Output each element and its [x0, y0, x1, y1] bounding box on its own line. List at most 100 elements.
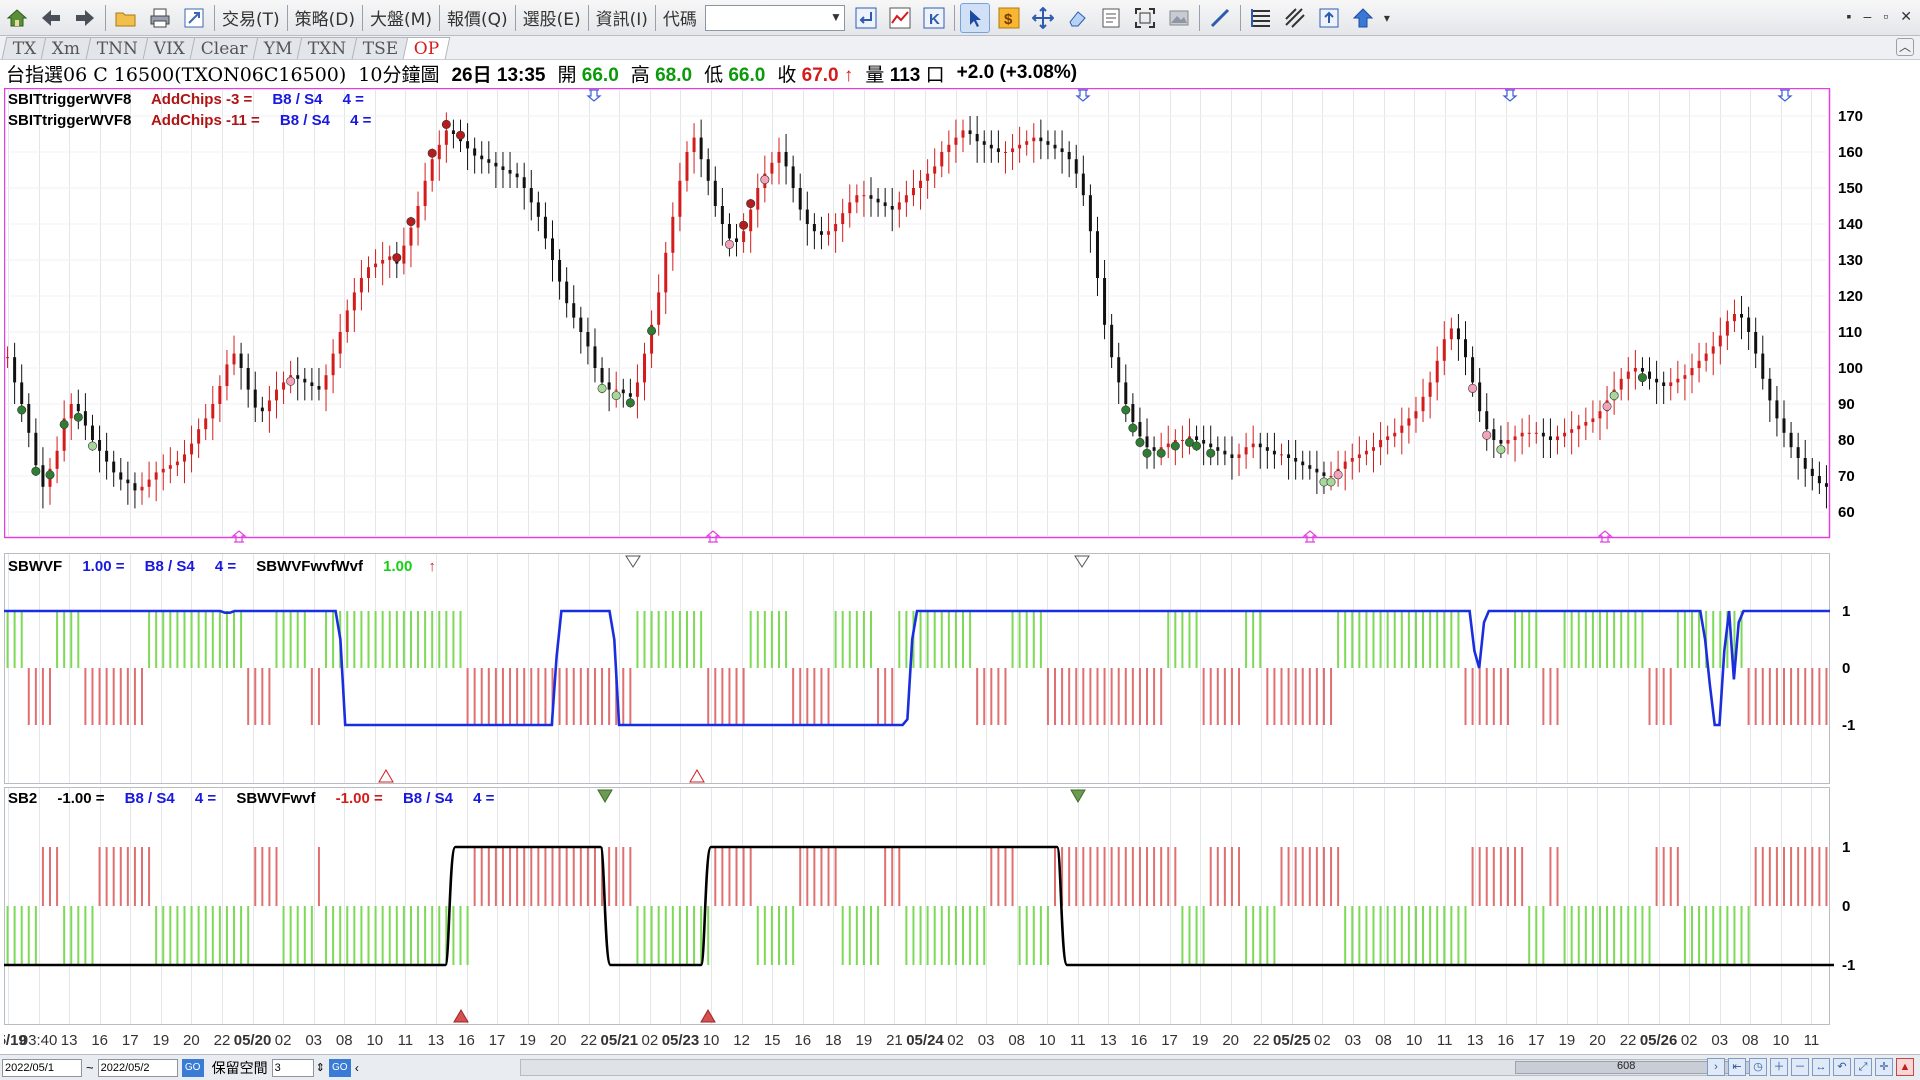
candle-body [1060, 148, 1064, 152]
menu-market[interactable]: 大盤(M) [370, 10, 432, 30]
open-folder-icon[interactable] [111, 3, 141, 33]
candle-body [1400, 425, 1404, 433]
line-chart-icon[interactable] [885, 3, 915, 33]
candle-body [1103, 278, 1107, 325]
go-button[interactable]: GO [328, 1058, 351, 1077]
signal-dot [647, 326, 657, 336]
indicator-value: -1.00 = [335, 790, 383, 807]
signal-dot [1333, 470, 1343, 480]
symbol-code-input[interactable]: ▼ [704, 4, 845, 31]
move-crosshair-icon[interactable] [1028, 3, 1058, 33]
k-line-icon[interactable]: K [919, 3, 949, 33]
cursor-select-icon[interactable] [959, 2, 990, 33]
alert-icon[interactable]: ▲ [1896, 1058, 1914, 1076]
fibonacci-icon[interactable] [1280, 3, 1310, 33]
toolbar-separator [654, 4, 656, 31]
candle-body [664, 252, 668, 293]
dropdown-arrow-icon[interactable]: ▼ [830, 9, 842, 24]
undo-icon[interactable]: ↶ [1833, 1058, 1851, 1076]
tab-clear[interactable]: Clear [189, 37, 260, 59]
candle-body [1244, 447, 1248, 455]
minimize-icon[interactable]: ▪ [1846, 8, 1852, 24]
candle-body [105, 450, 109, 462]
candle-body [1294, 458, 1298, 462]
chevron-down-icon[interactable]: ▾ [1383, 10, 1390, 25]
menu-strategy[interactable]: 策略(D) [294, 10, 356, 30]
expand-window-icon[interactable] [179, 3, 209, 33]
spin-icon[interactable]: ⇕ [315, 1062, 325, 1074]
restore-icon[interactable]: – [1863, 8, 1872, 24]
clock-icon[interactable]: ◷ [1749, 1058, 1767, 1076]
date-from-input[interactable]: 2022/05/1 [2, 1058, 82, 1077]
tab-txn[interactable]: TXN [296, 37, 358, 59]
candle-body [692, 137, 696, 152]
reserve-input[interactable]: 3 [271, 1058, 314, 1077]
tab-tnn[interactable]: TNN [85, 37, 150, 59]
tab-ym[interactable]: YM [252, 37, 304, 59]
menu-stock-select[interactable]: 選股(E) [522, 10, 581, 30]
wvf-tick-label: 1 [1842, 603, 1850, 620]
date-to-input[interactable]: 2022/05/2 [97, 1058, 178, 1077]
candle-body [267, 400, 271, 412]
price-chart-panel[interactable]: SBITtriggerWVF8 AddChips -3 = B8 / S4 4 … [4, 88, 1838, 550]
candle-body [1662, 382, 1666, 386]
up-arrow-icon[interactable] [1348, 3, 1378, 33]
forward-arrow-icon[interactable] [70, 3, 100, 33]
sb2-tick-label: -1 [1842, 957, 1855, 974]
collapse-icon[interactable]: ︿ [1896, 38, 1914, 56]
menu-info[interactable]: 資訊(I) [595, 10, 648, 30]
time-tick-label: 21 [886, 1032, 903, 1049]
dollar-icon[interactable]: $ [994, 3, 1024, 33]
back-arrow-icon[interactable] [36, 3, 66, 33]
horizontal-lines-icon[interactable] [1246, 3, 1276, 33]
tab-xm[interactable]: Xm [41, 37, 93, 59]
draw-line-icon[interactable] [1205, 3, 1235, 33]
candle-body [1648, 371, 1652, 379]
time-scrollbar[interactable]: 608 [520, 1059, 1755, 1076]
tab-tse[interactable]: TSE [351, 37, 410, 59]
sb2-chart[interactable] [4, 787, 1838, 1025]
maximize-icon[interactable]: ▫ [1883, 8, 1889, 24]
zoom-out-icon[interactable]: － [1791, 1058, 1809, 1076]
home-icon[interactable] [2, 3, 32, 33]
report-icon[interactable] [1096, 3, 1126, 33]
menu-quote[interactable]: 報價(Q) [446, 10, 508, 30]
jump-start-icon[interactable]: ⇤ [1728, 1058, 1746, 1076]
time-tick-label: 15 [764, 1032, 781, 1049]
up-arrow-icon: ↑ [428, 558, 436, 575]
crosshair-icon[interactable]: ✛ [1875, 1058, 1893, 1076]
candle-body [1591, 418, 1595, 422]
tab-op[interactable]: OP [402, 37, 451, 59]
go-button[interactable]: GO [181, 1058, 204, 1077]
image-icon[interactable] [1164, 3, 1194, 33]
candle-body [607, 382, 611, 390]
zoom-in-icon[interactable]: ＋ [1770, 1058, 1788, 1076]
time-tick-label: 10 [1406, 1032, 1423, 1049]
wvf-indicator-panel[interactable]: SBWVF 1.00 = B8 / S4 4 = SBWVFwvfWvf 1.0… [4, 553, 1838, 784]
candle-body [1117, 357, 1121, 383]
candle-body [1379, 440, 1383, 448]
close-icon[interactable]: ✕ [1900, 8, 1912, 24]
enter-icon[interactable] [851, 3, 881, 33]
scroll-right-icon[interactable]: › [1707, 1058, 1725, 1076]
print-icon[interactable] [145, 3, 175, 33]
price-tick-label: 130 [1838, 252, 1863, 269]
expand-icon[interactable]: ⤢ [1854, 1058, 1872, 1076]
scroll-left-icon[interactable]: ‹ [354, 1060, 359, 1075]
menu-trade[interactable]: 交易(T) [222, 10, 280, 30]
eraser-icon[interactable] [1062, 3, 1092, 33]
sb2-indicator-panel[interactable]: SB2 -1.00 = B8 / S4 4 = SBWVFwvf -1.00 =… [4, 787, 1838, 1025]
fit-icon[interactable]: ↔ [1812, 1058, 1830, 1076]
candle-body [933, 166, 937, 174]
price-chart[interactable] [4, 88, 1838, 550]
candle-body [600, 368, 604, 383]
candle-body [536, 202, 540, 217]
signal-dot [441, 119, 451, 129]
candle-body [381, 260, 385, 264]
tab-vix[interactable]: VIX [142, 37, 197, 59]
time-tick-label: 08 [336, 1032, 353, 1049]
zoom-frame-icon[interactable] [1130, 3, 1160, 33]
export-icon[interactable] [1314, 3, 1344, 33]
wvf-chart[interactable] [4, 553, 1838, 784]
candle-body [1683, 375, 1687, 379]
